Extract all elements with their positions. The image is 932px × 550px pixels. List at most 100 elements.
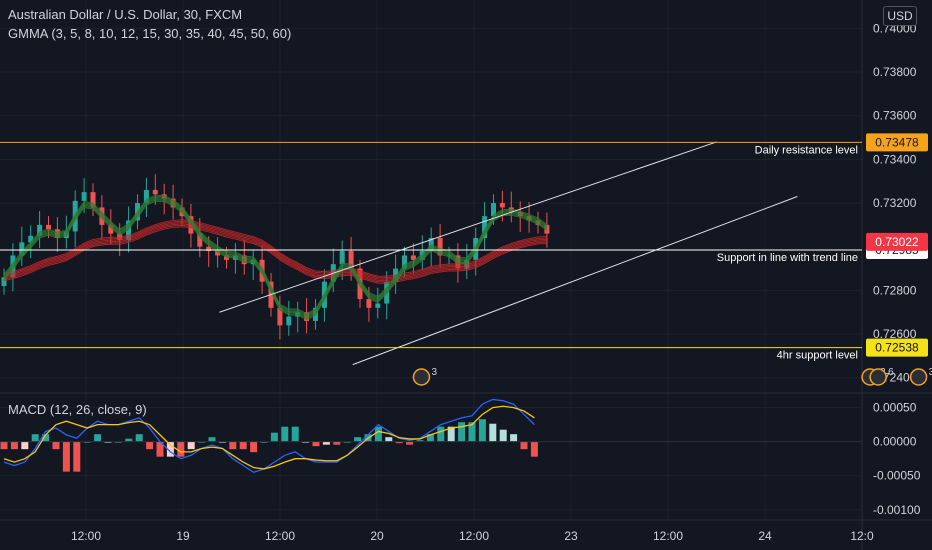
economic-event-count: 3 (431, 367, 437, 378)
macd-histogram-bar (31, 434, 39, 442)
macd-histogram-bar (374, 426, 382, 442)
last-price-tag-text: 0.73022 (875, 235, 919, 249)
economic-event-icon (412, 368, 431, 386)
macd-histogram-bar (52, 441, 60, 450)
gmma-short-line (3, 197, 548, 317)
macd-histogram-bar (510, 434, 518, 442)
macd-histogram-bar (333, 441, 341, 445)
candle-body (206, 246, 212, 252)
macd-histogram-bar (250, 441, 258, 453)
trend-channel-upper (219, 141, 717, 313)
candle-body (410, 255, 416, 260)
macd-histogram-bar (530, 441, 538, 457)
price-tick-label: 0.72600 (873, 327, 917, 341)
time-tick-label: 19 (176, 529, 190, 543)
macd-histogram-bar (146, 441, 154, 450)
time-tick-label: 12:00 (265, 529, 295, 543)
price-tick-label: 0.73200 (873, 196, 917, 210)
candle-body (1, 277, 7, 287)
event-markers: 3363 (412, 367, 932, 386)
time-tick-label: 12:00 (459, 529, 489, 543)
macd-histogram-bar (229, 441, 237, 450)
candle-body (152, 189, 158, 195)
symbol-title: Australian Dollar / U.S. Dollar, 30, FXC… (8, 7, 243, 22)
macd-histogram-bar (416, 440, 424, 442)
candle-body (37, 224, 43, 236)
candle-body (339, 251, 345, 265)
candle-body (108, 224, 114, 234)
macd-indicator-label[interactable]: MACD (12, 26, close, 9) (8, 402, 147, 417)
candle-body (19, 242, 25, 256)
level-price-tag-bg (866, 338, 928, 357)
price-tick-label: 0.72800 (873, 283, 917, 297)
gmma-ribbon (3, 194, 548, 321)
macd-histogram-bar (312, 441, 320, 447)
macd-histogram-bar (437, 426, 445, 442)
macd-histogram-bar (177, 441, 185, 457)
candle-body (499, 203, 505, 208)
candle-body (286, 316, 292, 326)
macd-histogram-bar (187, 441, 195, 450)
macd-histogram-bar (73, 441, 81, 472)
level-price-tag: 0.72538 (866, 338, 928, 357)
last-price-tag: 0.73022 (866, 232, 928, 251)
candle-body (348, 251, 354, 269)
macd-histogram-bar (0, 441, 8, 450)
candle-body (90, 192, 96, 208)
candle-body (491, 203, 496, 217)
macd-histogram-bar (478, 419, 486, 442)
candle-body (81, 192, 87, 201)
macd-histogram-bar (489, 423, 497, 442)
macd-histogram-bar (166, 441, 174, 457)
macd-histogram-bar (125, 438, 133, 442)
grid-lines (0, 0, 863, 520)
candle-body (437, 237, 443, 256)
macd-histogram-bar (94, 434, 102, 442)
candle-body (215, 251, 221, 256)
level-price-tag-bg (866, 133, 928, 152)
trend-channel-lower (352, 196, 798, 366)
last-price-tag-bg (866, 232, 928, 251)
candle-body (126, 220, 132, 241)
currency-button[interactable]: USD (883, 6, 917, 26)
gmma-short-line (3, 200, 548, 321)
macd-histogram-bar (395, 441, 403, 444)
macd-histogram-bar (447, 426, 455, 442)
macd-line (3, 398, 535, 474)
macd-histogram-bar (291, 426, 299, 442)
candle-body (482, 216, 488, 238)
gmma-short-line (3, 198, 548, 318)
macd-histogram-bar (385, 437, 393, 442)
macd-histogram-bar (239, 441, 247, 450)
macd-histogram-bar (322, 441, 330, 445)
time-tick-label: 12:0 (850, 529, 874, 543)
price-tick-label: 0.73800 (873, 65, 917, 79)
level-label: 4hr support level (777, 350, 858, 362)
time-tick-label: 20 (370, 529, 384, 543)
macd-tick-label: -0.00100 (873, 503, 921, 517)
macd-histogram-bar (270, 432, 278, 442)
macd-histogram-bar (135, 434, 143, 442)
gmma-short-line (3, 196, 548, 316)
gmma-indicator-label[interactable]: GMMA (3, 5, 8, 10, 12, 15, 30, 35, 40, 4… (8, 26, 292, 41)
level-price-tag-text: 0.72538 (875, 341, 919, 355)
gmma-long-line (3, 222, 547, 280)
gmma-long-line (3, 223, 547, 282)
candle-body (197, 233, 203, 247)
macd-histogram-bar (42, 434, 50, 442)
price-tick-label: 0.73400 (873, 152, 917, 166)
candle-body (366, 299, 372, 308)
macd-histogram-bar (426, 434, 434, 442)
level-label: Daily resistance level (755, 144, 858, 156)
macd-histogram-bar (468, 422, 476, 442)
level-label: Support in line with trend line (717, 252, 858, 264)
macd-histogram-bar (406, 441, 414, 445)
macd-histogram-bar (156, 441, 164, 457)
macd-histogram-bar (458, 422, 466, 442)
economic-event-icon (909, 368, 928, 386)
macd-histogram-bar (281, 426, 289, 442)
candle-body (46, 224, 51, 230)
candle-body (277, 307, 283, 326)
candle-body (28, 235, 34, 243)
